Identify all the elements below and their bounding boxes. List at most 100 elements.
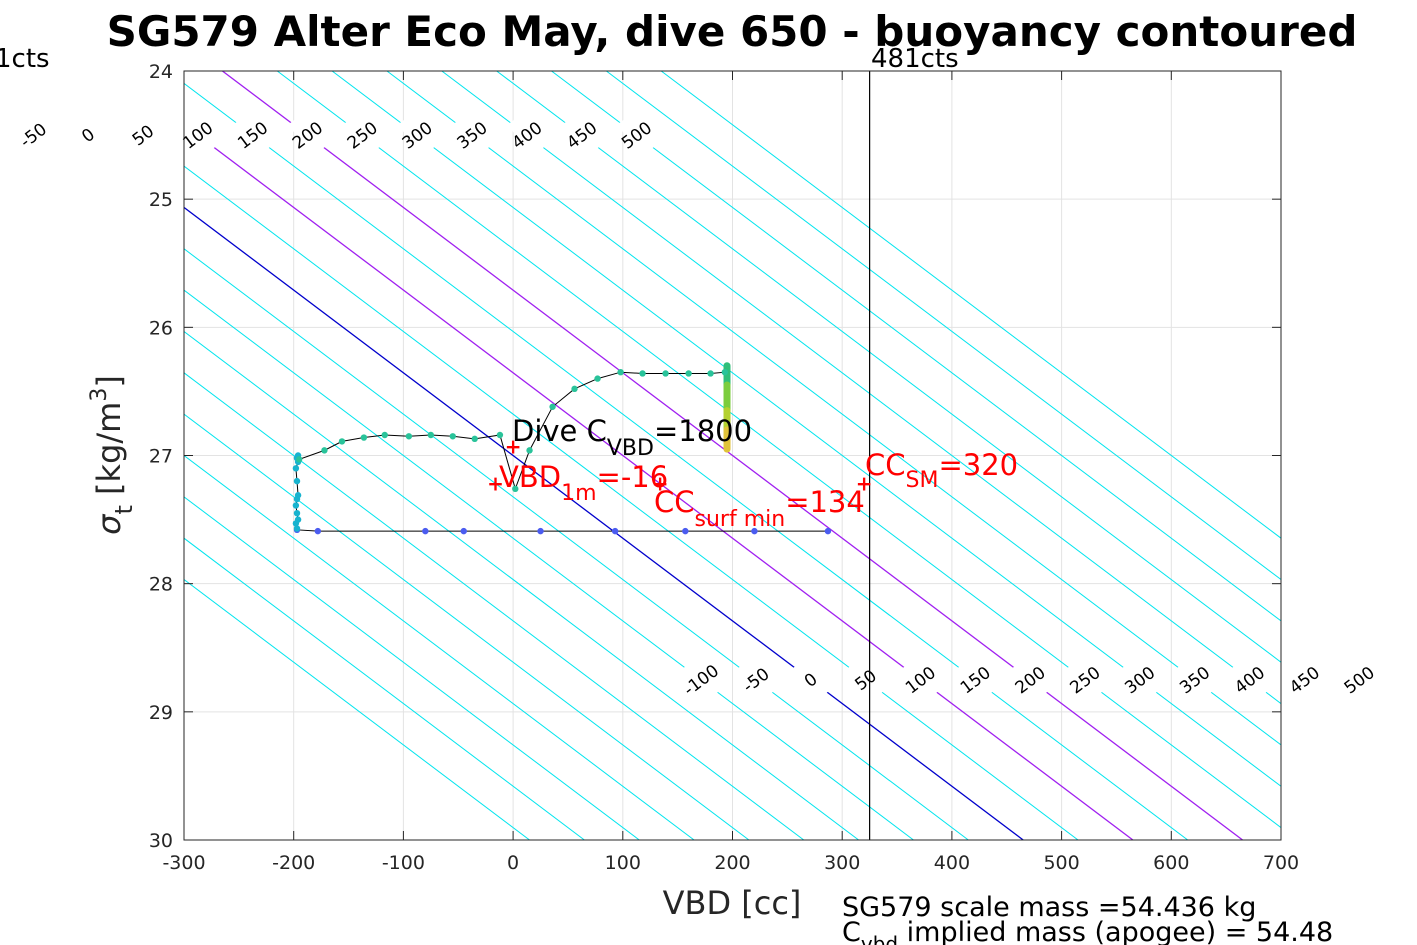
bottom-point <box>292 465 300 472</box>
bottom-point <box>294 492 302 499</box>
ascent-point <box>338 438 346 445</box>
bottom-point <box>293 477 301 485</box>
x-tick-label: 600 <box>1153 852 1189 874</box>
bottom-point <box>293 525 301 532</box>
x-axis-ticks: -300 -200 -100 0 100 200 300 400 500 600 700 <box>162 71 1299 874</box>
x-tick-label: 0 <box>507 852 519 874</box>
contour-label-bg <box>846 658 885 702</box>
ascent-point <box>449 433 456 440</box>
contour-label-bg <box>955 658 995 702</box>
contour-line <box>496 71 1281 663</box>
implied-mass-text: Cvbd implied mass (apogee) = 54.48 <box>842 917 1333 945</box>
contour-label-bg <box>681 658 721 702</box>
contour-line <box>184 123 1134 840</box>
ascent-point <box>321 447 328 454</box>
ascent-point <box>427 431 435 439</box>
descent-point <box>460 527 467 535</box>
contour-line <box>441 71 1281 705</box>
contour-label-bg <box>1285 658 1324 702</box>
ascent-point <box>594 375 601 382</box>
descent-point <box>611 527 619 535</box>
ascent-point <box>685 370 692 377</box>
contour-line <box>386 71 1281 746</box>
descent-point <box>824 527 832 535</box>
contour-label-bg <box>1120 658 1159 702</box>
contour-label-bg <box>233 113 272 157</box>
ccsurf-annotation: CCsurf min=134 <box>654 485 865 532</box>
vbd1m-annotation: VBD1m=-16 <box>499 460 668 506</box>
ascent-point <box>360 434 368 441</box>
contour-label-bg <box>507 113 547 157</box>
markers: + + ++ <box>487 435 872 496</box>
x-tick-label: 700 <box>1263 852 1299 874</box>
plus-marker: + <box>505 435 522 459</box>
x-tick-label: -200 <box>272 852 315 874</box>
x-tick-label: 500 <box>1043 852 1079 874</box>
y-axis-ticks: 24 25 26 27 28 29 30 <box>149 61 1281 852</box>
contour-label-bg <box>397 113 437 157</box>
x-tick-label: -300 <box>162 852 205 874</box>
dive-cvbd-annotation: Dive CVBD=1800 <box>512 414 752 461</box>
vline-counts-label: 481cts <box>871 44 959 74</box>
ascent-point <box>471 435 478 443</box>
contour-line <box>222 71 1243 840</box>
contour-label-bg <box>1065 658 1105 702</box>
ascent-point <box>295 456 303 463</box>
x-tick-label: 300 <box>824 852 860 874</box>
y-tick-label: 29 <box>149 702 173 724</box>
contour-line <box>184 496 640 840</box>
contour-line <box>184 537 585 840</box>
contour-line <box>184 372 805 840</box>
ascent-point <box>571 385 578 393</box>
y-tick-label: 30 <box>149 830 173 852</box>
contour-line <box>551 71 1281 622</box>
x-tick-label: 400 <box>934 852 970 874</box>
contour-label-bg <box>1175 658 1214 702</box>
contour-label-bg <box>13 113 53 157</box>
ascent-point <box>662 370 669 377</box>
contour-line <box>606 71 1281 581</box>
ascent-point <box>496 431 504 439</box>
contour-line <box>184 413 750 840</box>
x-tick-label: 200 <box>714 852 750 874</box>
contour-label-bg <box>1230 658 1269 702</box>
ascent-point <box>617 368 624 376</box>
y-axis-label: σt [kg/m3] <box>87 375 138 535</box>
contour-label-bg <box>901 658 940 702</box>
ascent-point <box>549 403 556 410</box>
contour-line <box>184 206 1024 840</box>
y-tick-label: 26 <box>149 317 173 339</box>
left-counts-label: 1cts <box>0 44 50 74</box>
contour-line <box>184 165 1079 840</box>
contour-label-bg <box>791 658 830 702</box>
y-tick-label: 28 <box>149 574 173 596</box>
contour-line <box>184 330 859 840</box>
ccsm-annotation: CCSM=320 <box>865 448 1018 493</box>
y-tick-label: 24 <box>149 61 173 83</box>
contour-label-bg <box>343 113 382 157</box>
plus-marker: + <box>856 472 873 496</box>
buoyancy-contours <box>184 71 1281 840</box>
descent-point <box>537 527 544 535</box>
bottom-point <box>294 516 302 523</box>
ascent-point <box>405 433 413 440</box>
contour-label-bg <box>123 113 163 157</box>
scale-mass-text: SG579 scale mass =54.436 kg <box>842 892 1256 923</box>
contour-line <box>276 71 1281 829</box>
ascent-point <box>526 447 533 454</box>
contour-line <box>184 454 695 840</box>
contour-line <box>184 248 969 840</box>
contour-label-bg <box>1339 658 1379 702</box>
contour-line <box>184 289 914 840</box>
bottom-point <box>293 509 301 517</box>
contour-label-bg <box>288 113 327 157</box>
y-tick-label: 27 <box>149 446 173 468</box>
contour-label-bg <box>736 658 776 702</box>
contour-line <box>660 71 1281 539</box>
descent-point <box>682 527 689 535</box>
contour-line <box>331 71 1281 787</box>
y-tick-label: 25 <box>149 189 173 211</box>
ascent-point <box>721 368 729 376</box>
x-axis-label: VBD [cc] <box>663 884 802 922</box>
